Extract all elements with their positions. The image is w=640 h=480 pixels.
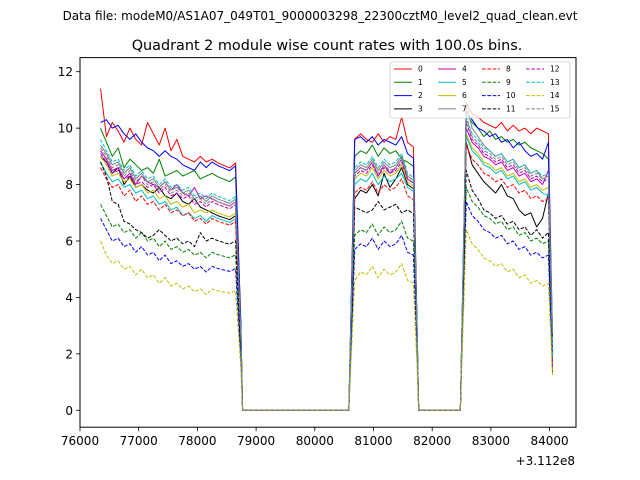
legend-label-7: 7: [462, 104, 467, 113]
legend-label-1: 1: [418, 78, 423, 87]
legend-label-11: 11: [506, 104, 516, 113]
x-tick-label: 79000: [237, 434, 275, 448]
series-line-14: [100, 229, 554, 411]
y-tick-label: 10: [58, 122, 73, 136]
series-line-15: [100, 119, 554, 411]
legend-label-14: 14: [550, 91, 560, 100]
legend-label-15: 15: [550, 104, 560, 113]
legend-label-4: 4: [462, 65, 467, 74]
x-tick-label: 77000: [120, 434, 158, 448]
legend-label-3: 3: [418, 104, 423, 113]
y-tick-label: 4: [65, 291, 73, 305]
x-tick-label: 76000: [61, 434, 99, 448]
x-tick-label: 82000: [413, 434, 451, 448]
y-tick-label: 12: [58, 65, 73, 79]
x-axis: 76000 77000 78000 79000 80000 81000 82000 83000…: [61, 427, 569, 448]
x-tick-label: 83000: [472, 434, 510, 448]
legend-label-2: 2: [418, 91, 423, 100]
legend-label-5: 5: [462, 78, 467, 87]
x-tick-label: 84000: [530, 434, 568, 448]
plot-area: 76000 77000 78000 79000 80000 81000 82000 83000…: [58, 57, 577, 468]
axes-frame: [79, 57, 577, 428]
chart-title: Quadrant 2 module wise count rates with …: [132, 38, 523, 54]
legend-label-13: 13: [550, 78, 560, 87]
x-tick-label: 81000: [354, 434, 392, 448]
x-offset-label: +3.112e8: [516, 454, 575, 468]
legend-label-10: 10: [506, 91, 516, 100]
series-layer: [100, 88, 554, 411]
legend-label-0: 0: [418, 65, 423, 74]
y-tick-label: 8: [65, 178, 73, 192]
y-tick-label: 6: [65, 234, 73, 248]
legend-label-12: 12: [550, 65, 560, 74]
legend-frame: [389, 61, 571, 119]
x-tick-label: 78000: [178, 434, 216, 448]
y-tick-label: 2: [65, 347, 73, 361]
legend-label-8: 8: [506, 65, 511, 74]
y-tick-label: 0: [65, 404, 73, 418]
chart-suptitle: Data file: modeM0/AS1A07_049T01_90000032…: [63, 9, 578, 23]
series-line-10: [100, 200, 554, 411]
x-tick-label: 80000: [296, 434, 334, 448]
legend-label-9: 9: [506, 78, 511, 87]
legend-label-6: 6: [462, 91, 467, 100]
y-axis: 0 2 4 6 8 10 12: [58, 65, 80, 418]
